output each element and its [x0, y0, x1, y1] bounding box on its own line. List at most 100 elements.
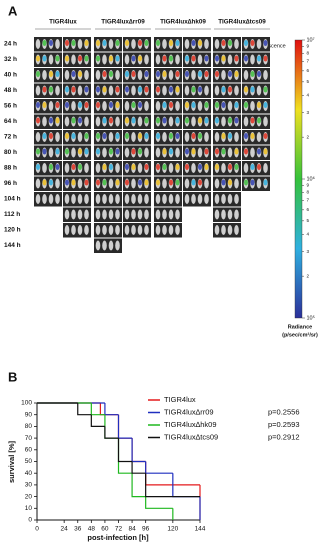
- signal: [228, 179, 232, 186]
- mouse: [175, 194, 180, 204]
- mouse: [263, 70, 268, 80]
- signal: [131, 164, 136, 170]
- legend-label: TIGR4lux∆tcs09: [164, 432, 218, 441]
- signal: [125, 86, 129, 93]
- y-tick-label: 10: [25, 505, 33, 512]
- mouse-image: [183, 161, 211, 176]
- signal: [55, 164, 60, 170]
- colorbar-tick-label: 7: [307, 59, 310, 64]
- colorbar: [294, 39, 303, 319]
- group-header: TIGR4lux∆tcs09: [218, 19, 266, 26]
- mouse-image: [34, 161, 62, 176]
- mouse: [115, 240, 120, 251]
- mouse-image: [242, 99, 270, 114]
- mouse: [108, 39, 114, 49]
- signal: [109, 102, 113, 108]
- mouse: [71, 209, 76, 220]
- y-tick-label: 90: [25, 411, 33, 418]
- signal: [257, 71, 261, 77]
- mouse: [95, 163, 101, 173]
- signal: [191, 86, 196, 93]
- time-label: 144 h: [4, 242, 21, 249]
- signal: [215, 117, 219, 124]
- mouse: [168, 209, 174, 220]
- mouse: [175, 225, 180, 235]
- signal: [191, 148, 196, 155]
- mouse: [77, 132, 83, 142]
- signal: [115, 86, 120, 93]
- mouse-image: [123, 176, 151, 191]
- mouse-image: [123, 52, 151, 67]
- mouse: [95, 116, 101, 127]
- mouse-image: [213, 52, 241, 67]
- mouse: [175, 54, 180, 65]
- signal: [198, 86, 202, 93]
- signal: [138, 86, 142, 93]
- mouse-image: [123, 99, 151, 114]
- mouse-image: [63, 130, 91, 145]
- group-header: TIGR4lux: [49, 19, 77, 26]
- mouse: [162, 209, 167, 220]
- survival-step: [117, 414, 133, 439]
- signal: [96, 86, 100, 93]
- colorbar-tick-label: 10⁵: [307, 314, 315, 321]
- x-tick-label: 0: [35, 526, 39, 533]
- signal: [109, 148, 113, 155]
- mouse: [144, 225, 149, 235]
- signal: [244, 133, 248, 139]
- signal: [36, 71, 40, 77]
- mouse: [184, 85, 190, 96]
- signal: [162, 164, 167, 170]
- signal: [42, 133, 47, 139]
- mouse: [155, 147, 161, 158]
- survival-step: [104, 426, 119, 439]
- time-label: 56 h: [4, 103, 17, 110]
- mouse: [35, 194, 41, 204]
- mouse: [162, 178, 167, 189]
- signal: [49, 40, 53, 46]
- signal: [138, 40, 142, 46]
- time-label: 104 h: [4, 196, 21, 203]
- colorbar-tick-label: 5: [307, 79, 310, 84]
- mouse-image: [213, 192, 241, 207]
- mouse: [168, 70, 174, 80]
- mouse: [197, 194, 203, 204]
- signal: [138, 102, 142, 108]
- mouse-image: [183, 37, 211, 52]
- survival-step: [90, 414, 105, 427]
- signal: [84, 179, 89, 186]
- mouse: [256, 85, 262, 96]
- mouse: [77, 194, 83, 204]
- survival-step: [99, 403, 119, 416]
- mouse-image: [34, 176, 62, 191]
- mouse: [162, 85, 167, 96]
- mouse: [55, 132, 60, 142]
- mouse-image: [123, 223, 151, 238]
- signal: [65, 55, 69, 62]
- mouse: [64, 163, 70, 173]
- colorbar-tick-label: 9: [307, 183, 310, 188]
- mouse: [197, 54, 203, 65]
- signal: [96, 55, 100, 62]
- signal: [84, 55, 89, 62]
- signal: [204, 117, 209, 124]
- signal: [263, 86, 268, 93]
- signal: [125, 40, 129, 46]
- mouse-image: [94, 52, 122, 67]
- signal: [228, 71, 232, 77]
- mouse-image: [213, 37, 241, 52]
- signal: [42, 55, 47, 62]
- mouse: [84, 194, 89, 204]
- signal: [65, 179, 69, 186]
- mouse: [137, 116, 143, 127]
- time-label: 112 h: [4, 211, 20, 218]
- survival-step: [145, 473, 200, 498]
- signal: [175, 117, 180, 124]
- signal: [198, 179, 202, 186]
- mouse: [48, 147, 54, 158]
- survival-step: [117, 414, 133, 439]
- mouse-image: [213, 99, 241, 114]
- mouse: [108, 178, 114, 189]
- signal: [125, 133, 129, 139]
- signal: [191, 102, 196, 108]
